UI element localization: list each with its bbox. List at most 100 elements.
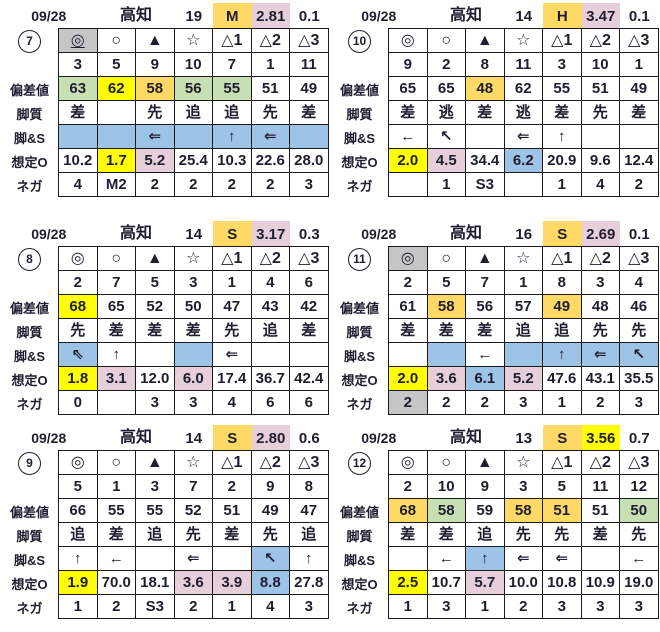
leg-and-s-arrow-cell <box>173 124 213 149</box>
row-label-empty <box>330 271 389 295</box>
nega-count-cell: 2 <box>580 390 620 415</box>
row-label-souteio: 想定O <box>341 372 378 388</box>
estimated-odds-cell: 1.8 <box>58 366 98 391</box>
row-label-nega: ネガ <box>16 178 43 194</box>
estimated-odds-cell: 10.8 <box>542 570 582 595</box>
nega-count-cell: 2 <box>250 172 290 197</box>
row-label-hensachi: 偏差値 <box>9 504 49 520</box>
gap-value: 0.6 <box>298 429 320 447</box>
deviation-value-cell: 68 <box>58 294 98 319</box>
running-style-cell: 差 <box>465 100 505 125</box>
deviation-value-cell: 65 <box>96 294 136 319</box>
leg-and-s-arrow-cell: ↑ <box>465 546 505 571</box>
entry-number-cell: 2 <box>426 52 466 77</box>
nega-count-cell: 6 <box>250 390 290 415</box>
leg-and-s-arrow-cell <box>580 546 620 571</box>
estimated-odds-cell: 5.7 <box>465 570 505 595</box>
estimated-odds-cell: 2.5 <box>388 570 428 595</box>
running-style-cell: 追 <box>465 522 505 547</box>
deviation-value-cell: 49 <box>619 76 659 101</box>
entry-number-cell: 8 <box>289 474 329 499</box>
estimated-odds-cell: 25.4 <box>173 148 213 173</box>
running-style-cell: 差 <box>580 522 620 547</box>
estimated-odds-cell: 12.0 <box>135 366 175 391</box>
leg-and-s-arrow-cell: ↑ <box>96 342 136 367</box>
panel-number-holder: 7 <box>0 29 59 53</box>
nega-count-cell: 6 <box>289 390 329 415</box>
entry-number-cell: 9 <box>250 474 290 499</box>
row-label-kyaku_s: 脚&S <box>343 552 376 568</box>
estimated-odds-cell: 6.2 <box>503 148 543 173</box>
entry-number-cell: 1 <box>503 270 543 295</box>
nega-count-cell: 2 <box>173 594 213 619</box>
venue-name: 高知 <box>119 429 152 446</box>
estimated-odds-cell: 3.6 <box>426 366 466 391</box>
leg-and-s-arrow-cell <box>135 546 175 571</box>
nega-count-cell: 1 <box>388 594 428 619</box>
estimated-odds-cell: 6.1 <box>465 366 505 391</box>
nega-count-cell: 3 <box>173 390 213 415</box>
deviation-value-cell: 65 <box>388 76 428 101</box>
entry-number-cell: 5 <box>426 270 466 295</box>
row-label-kyaku_s: 脚&S <box>13 552 46 568</box>
panel-header: 09/28 高知 19 M 2.81 0.1 <box>0 3 330 29</box>
symbol-cell: ○ <box>426 450 466 475</box>
row-label-hensachi: 偏差値 <box>339 300 379 316</box>
symbol-cell: ▲ <box>465 450 505 475</box>
deviation-value-cell: 59 <box>465 498 505 523</box>
entry-number-cell: 4 <box>250 270 290 295</box>
estimated-odds-cell: 22.6 <box>250 148 290 173</box>
estimated-odds-cell: 19.0 <box>619 570 659 595</box>
leg-and-s-arrow-cell <box>289 342 329 367</box>
estimated-odds-cell: 5.2 <box>503 366 543 391</box>
nega-count-cell <box>503 172 543 197</box>
deviation-value-cell: 51 <box>580 498 620 523</box>
deviation-value-cell: 55 <box>96 498 136 523</box>
panel-number: 12 <box>348 451 371 475</box>
deviation-value-cell: 42 <box>289 294 329 319</box>
entry-number-cell: 10 <box>426 474 466 499</box>
running-style-cell: 差 <box>426 318 466 343</box>
entry-number-cell: 11 <box>580 474 620 499</box>
deviation-value-cell: 61 <box>388 294 428 319</box>
estimated-odds-cell: 10.2 <box>58 148 98 173</box>
panel-number: 8 <box>18 247 41 271</box>
nega-count-cell: 2 <box>619 172 659 197</box>
deviation-value-cell: 47 <box>289 498 329 523</box>
leg-and-s-arrow-cell: ← <box>465 342 505 367</box>
symbol-cell: △3 <box>619 246 659 271</box>
index-value: 3.17 <box>251 221 290 247</box>
deviation-value-cell: 57 <box>503 294 543 319</box>
panel-header: 09/28 高知 16 S 2.69 0.1 <box>330 221 660 247</box>
entry-number-cell: 2 <box>388 270 428 295</box>
nega-count-cell: 3 <box>503 390 543 415</box>
entry-count: 14 <box>185 429 203 447</box>
leg-and-s-arrow-cell: ⇐ <box>542 546 582 571</box>
entry-number-cell: 1 <box>250 52 290 77</box>
estimated-odds-cell: 3.1 <box>96 366 136 391</box>
running-style-cell: 差 <box>58 100 98 125</box>
symbol-cell: ◎ <box>58 450 98 475</box>
leg-and-s-arrow-cell: ⇐ <box>250 124 290 149</box>
running-style-cell: 先 <box>135 100 175 125</box>
entry-number-cell: 7 <box>96 270 136 295</box>
nega-count-cell: 2 <box>96 594 136 619</box>
index-value: 2.81 <box>251 3 290 29</box>
running-style-cell: 逃 <box>503 100 543 125</box>
index-value: 3.47 <box>581 3 620 29</box>
deviation-value-cell: 58 <box>135 76 175 101</box>
panel-grid: 7 ◎ ○ ▲ ☆ △1 △2 △3 3 5 9 10 7 1 11 偏差値 63 62 58 56 55 51 49 脚質差… <box>0 28 330 197</box>
estimated-odds-cell: 5.2 <box>135 148 175 173</box>
nega-count-cell: 3 <box>580 594 620 619</box>
running-style-cell: 追 <box>135 522 175 547</box>
running-style-cell <box>96 100 136 125</box>
row-label-kyakushitsu: 脚質 <box>346 324 373 340</box>
symbol-cell: ◎ <box>58 28 98 53</box>
entry-number-cell: 7 <box>173 474 213 499</box>
entry-number-cell: 6 <box>289 270 329 295</box>
entry-number-cell: 3 <box>503 474 543 499</box>
index-value: 3.56 <box>581 425 620 451</box>
panel-number: 11 <box>348 247 371 271</box>
running-style-cell: 先 <box>503 522 543 547</box>
running-style-cell: 先 <box>619 318 659 343</box>
